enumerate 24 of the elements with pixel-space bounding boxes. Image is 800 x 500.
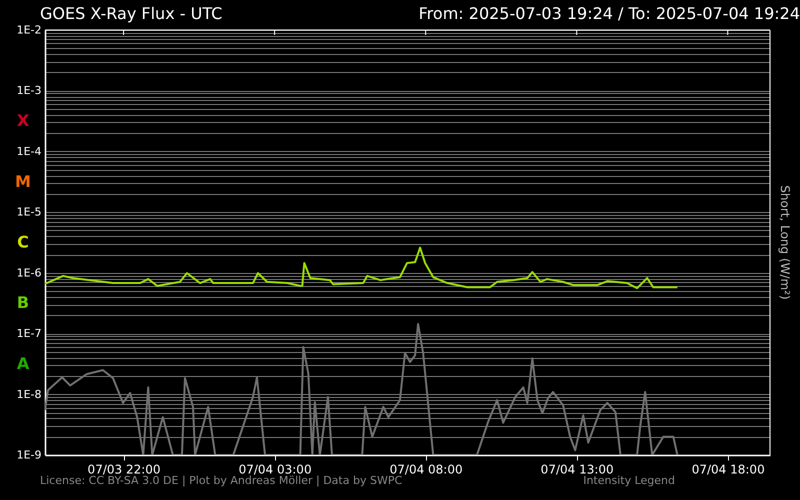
line-series bbox=[45, 246, 678, 290]
text: Intensity Legend bbox=[583, 474, 675, 487]
text: License: CC BY-SA 3.0 DE | Plot by Andreas Möller | Data by SWPC bbox=[40, 474, 402, 487]
x-tick-label: 07/04 08:00 bbox=[390, 462, 463, 476]
y-tick-label: 1E-8 bbox=[16, 388, 42, 401]
x-tick-label: 07/04 18:00 bbox=[692, 462, 765, 476]
y-tick-label: 1E-4 bbox=[16, 144, 42, 158]
chart-title: GOES X-Ray Flux - UTC bbox=[40, 4, 222, 23]
chart-subtitle: From: 2025-07-03 19:24 / To: 2025-07-04 19:24 bbox=[418, 4, 800, 23]
y-axis-title: Short, Long (W/m²) bbox=[778, 185, 792, 300]
text: A bbox=[16, 354, 30, 373]
y-tick-label: 1E-6 bbox=[16, 266, 42, 280]
y-tick-label: 1E-5 bbox=[16, 206, 42, 219]
y-tick-label: 1E-7 bbox=[16, 327, 42, 340]
y-tick-label: 1E-2 bbox=[16, 24, 42, 36]
text: C bbox=[17, 232, 29, 252]
text: M bbox=[15, 172, 31, 191]
y-tick-label: 1E-9 bbox=[16, 448, 42, 462]
text: X bbox=[16, 111, 30, 130]
text: B bbox=[16, 293, 30, 312]
x-tick-label: 07/04 13:00 bbox=[540, 462, 614, 476]
x-tick-label: 07/04 03:00 bbox=[238, 462, 312, 476]
y-tick-label: 1E-3 bbox=[16, 84, 42, 98]
x-tick-label: 07/03 22:00 bbox=[88, 462, 161, 476]
